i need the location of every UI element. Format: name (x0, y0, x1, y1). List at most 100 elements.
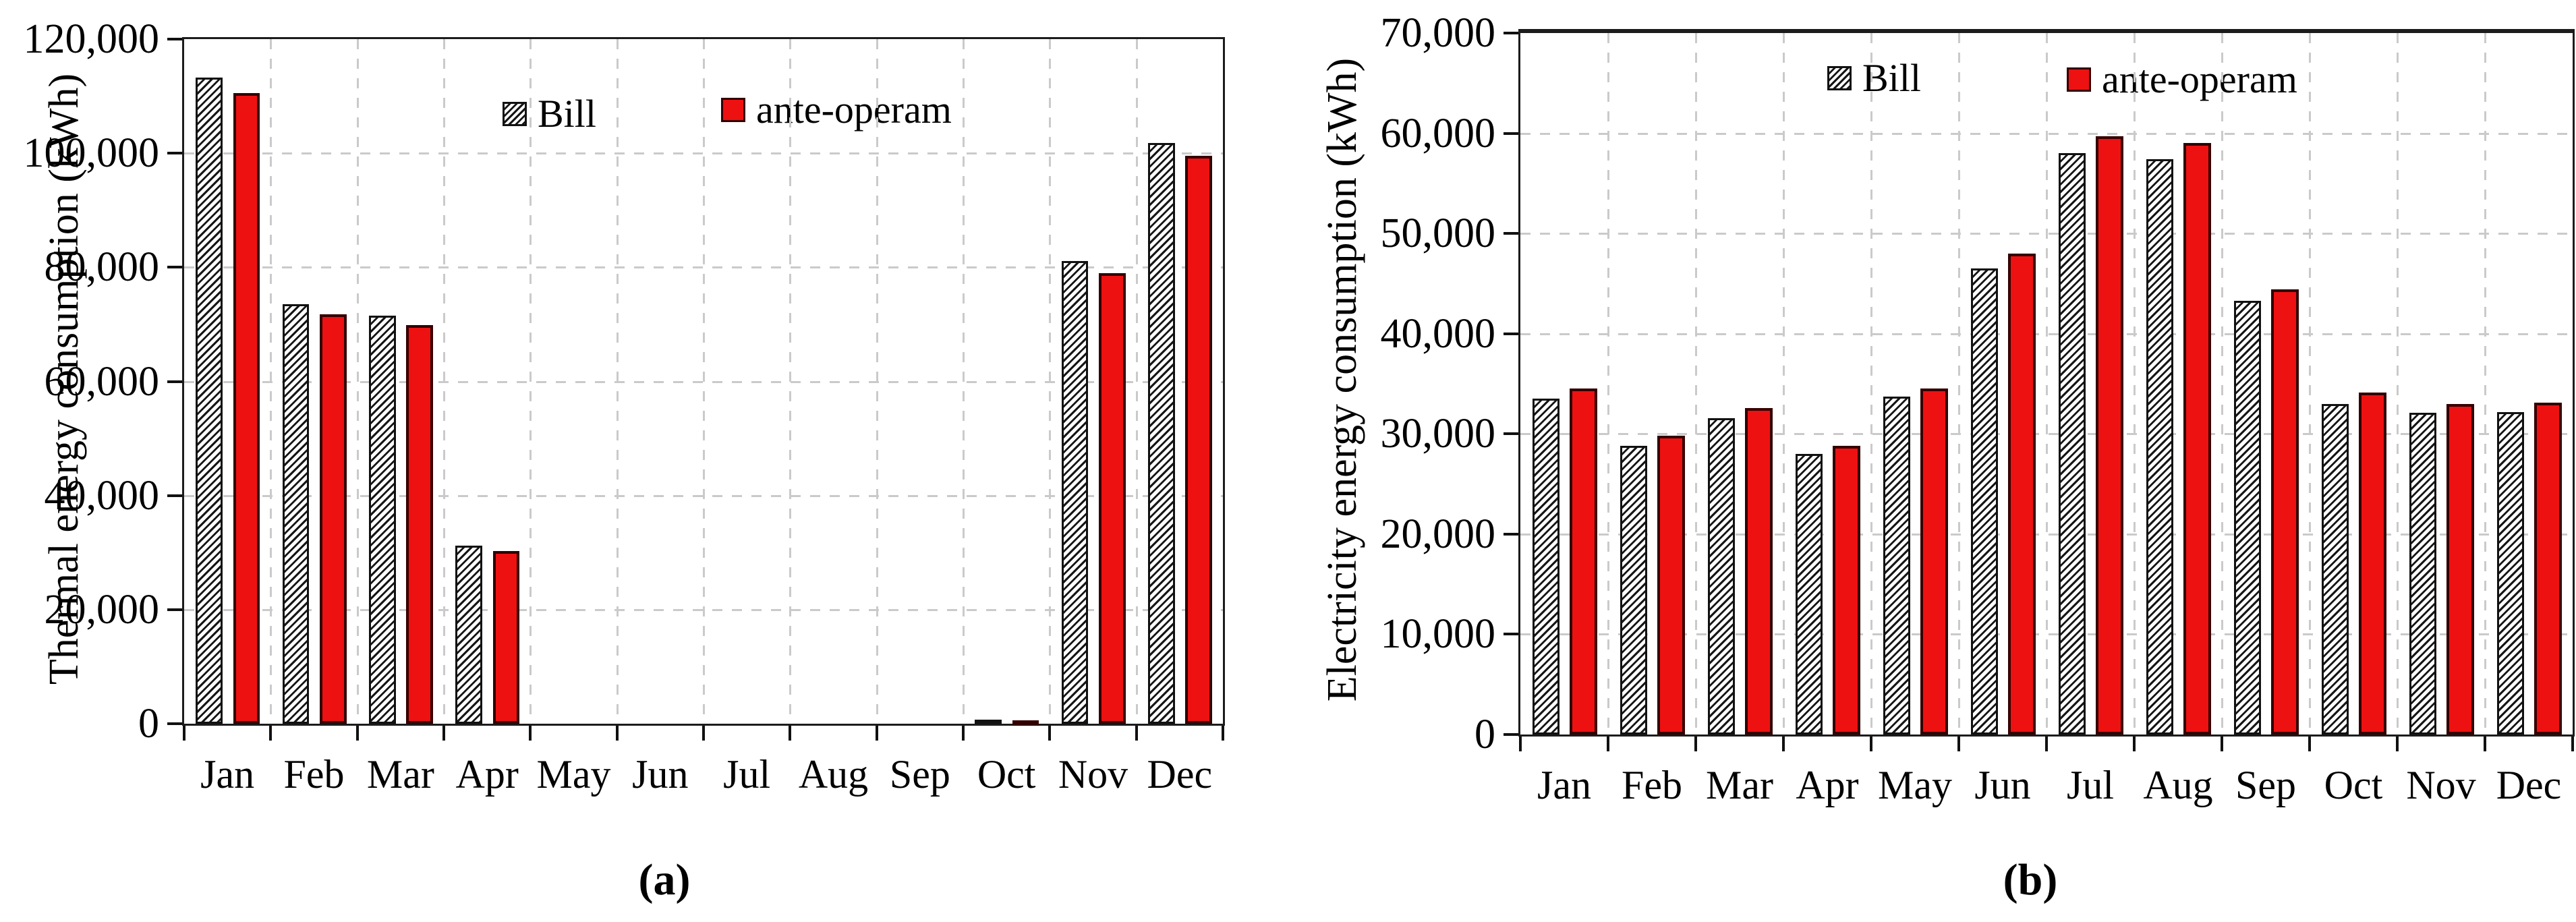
plot-area-b: Bill ante-operam 0 10,000 20,000 30,000 40,0… (1381, 12, 2575, 805)
x-tick-label-aug: Aug (2143, 763, 2213, 807)
bar-bill-mar (368, 316, 396, 724)
bar-bill-oct (975, 720, 1002, 724)
y-tick-label: 60,000 (1380, 110, 1496, 156)
bill-hatch-swatch-icon (1827, 66, 1852, 90)
x-tick (183, 726, 185, 741)
bar-bill-jan (196, 77, 223, 724)
v-gridline (1607, 33, 1609, 734)
x-tick-label-dec: Dec (2496, 763, 2562, 807)
x-tick (1222, 726, 1224, 741)
y-tick-label: 0 (1475, 712, 1495, 757)
v-gridline (2309, 33, 2311, 734)
y-tick (167, 38, 182, 40)
x-tick (1782, 737, 1785, 751)
x-tick (269, 726, 273, 741)
x-tick (2484, 737, 2486, 751)
x-tick (702, 726, 705, 741)
y-tick (1504, 432, 1518, 436)
y-tick (1504, 733, 1518, 736)
x-tick-label-sep: Sep (2235, 763, 2296, 807)
legend-label-bill: Bill (538, 92, 597, 136)
x-tick (2133, 737, 2136, 751)
x-tick (875, 726, 878, 741)
bar-ante-operam-sep (2271, 289, 2299, 734)
bar-ante-operam-feb (1657, 436, 1685, 734)
v-gridline (2221, 33, 2223, 734)
legend-label-ante-operam: ante-operam (756, 88, 952, 132)
bar-ante-operam-mar (1745, 407, 1773, 734)
y-tick-label: 60,000 (44, 358, 160, 405)
v-gridline (1135, 39, 1138, 724)
bar-bill-jul (2058, 153, 2086, 734)
bar-bill-jun (1970, 268, 1998, 734)
x-tick (962, 726, 965, 741)
v-gridline (1870, 33, 1872, 734)
y-tick (167, 380, 182, 383)
y-tick-label: 120,000 (23, 16, 160, 62)
v-gridline (1783, 33, 1785, 734)
bar-bill-apr (1795, 454, 1823, 734)
bar-ante-operam-apr (1833, 446, 1860, 734)
x-tick-label-jun: Jun (1974, 763, 2031, 807)
y-tick (1504, 532, 1518, 536)
bar-ante-operam-dec (1185, 156, 1212, 724)
y-tick-label: 100,000 (23, 130, 160, 177)
x-tick-label-jun: Jun (632, 752, 689, 797)
panel-caption-a: (a) (638, 855, 691, 904)
y-tick (167, 266, 182, 269)
bar-bill-mar (1707, 417, 1735, 734)
x-tick (355, 726, 359, 741)
y-tick (1504, 132, 1518, 135)
y-tick-label: 20,000 (44, 586, 160, 633)
y-tick (1504, 232, 1518, 235)
legend-item-ante-operam-b: ante-operam (2067, 60, 2297, 99)
bar-ante-operam-jan (1570, 388, 1597, 734)
x-tick (1694, 737, 1697, 751)
bar-bill-apr (455, 546, 483, 724)
v-gridline (443, 39, 445, 724)
x-tick-label-apr: Apr (1796, 763, 1859, 807)
legend-item-ante-operam-a: ante-operam (721, 90, 952, 129)
bar-ante-operam-aug (2183, 143, 2211, 734)
v-gridline (789, 39, 792, 724)
bar-ante-operam-apr (492, 550, 520, 724)
bar-bill-dec (2496, 411, 2524, 734)
bar-bill-nov (2409, 413, 2436, 734)
x-tick (2396, 737, 2399, 751)
bar-ante-operam-dec (2534, 403, 2562, 734)
x-tick-label-jul: Jul (2066, 763, 2115, 807)
legend-item-bill-a: Bill (503, 94, 596, 134)
v-gridline (1695, 33, 1697, 734)
x-tick (1135, 726, 1138, 741)
ante-operam-red-swatch-icon (721, 98, 745, 122)
x-tick-label-nov: Nov (2406, 763, 2476, 807)
v-gridline (2134, 33, 2136, 734)
bar-bill-feb (282, 304, 310, 724)
x-tick (2221, 737, 2223, 751)
bar-ante-operam-jan (233, 92, 260, 724)
bar-bill-nov (1061, 261, 1089, 724)
x-tick-label-jan: Jan (1537, 763, 1591, 807)
x-tick-label-jul: Jul (723, 752, 771, 797)
x-tick-label-oct: Oct (2324, 763, 2383, 807)
bar-ante-operam-oct (1012, 720, 1039, 726)
x-tick (1048, 726, 1052, 741)
y-tick (167, 152, 182, 155)
v-gridline (270, 39, 273, 724)
x-tick-label-aug: Aug (798, 752, 869, 797)
x-tick-label-feb: Feb (283, 752, 345, 797)
bill-hatch-swatch-icon (503, 102, 527, 126)
v-gridline (529, 39, 532, 724)
x-tick-label-jan: Jan (200, 752, 255, 797)
y-tick (1504, 633, 1518, 636)
bar-ante-operam-nov (1098, 272, 1126, 724)
y-tick-label: 80,000 (44, 244, 160, 291)
bar-bill-sep (2233, 300, 2261, 734)
x-tick (1870, 737, 1872, 751)
bar-bill-may (1883, 397, 1910, 734)
v-gridline (876, 39, 878, 724)
x-tick-label-oct: Oct (977, 752, 1036, 797)
v-gridline (2046, 33, 2048, 734)
y-tick-label: 40,000 (44, 472, 160, 519)
